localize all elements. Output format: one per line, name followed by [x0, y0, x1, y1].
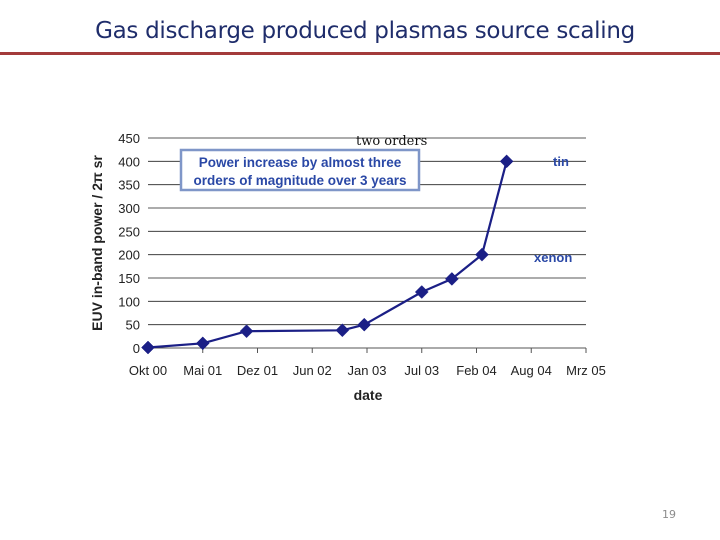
data-point-marker	[357, 317, 372, 332]
slide-title: Gas discharge produced plasmas source sc…	[95, 18, 635, 44]
data-point-marker	[499, 154, 514, 169]
y-axis-tick-labels: 0 50 100 150 200 250 300 350 400 450	[118, 131, 140, 356]
data-point-marker	[239, 324, 254, 339]
data-point-marker	[195, 336, 210, 351]
data-point-marker	[335, 323, 350, 338]
data-point-marker	[445, 272, 459, 286]
x-tick-label: Mai 01	[183, 363, 222, 378]
two-orders-note: two orders	[356, 134, 427, 149]
x-tick-label: Okt 00	[129, 363, 167, 378]
y-tick-label: 250	[118, 224, 140, 239]
callout-line-2: orders of magnitude over 3 years	[193, 173, 406, 188]
x-tick-label: Aug 04	[511, 363, 552, 378]
x-axis-tick-marks	[147, 348, 587, 353]
title-divider	[0, 52, 720, 55]
y-tick-label: 350	[118, 178, 140, 193]
x-tick-label: Jan 03	[347, 363, 386, 378]
y-tick-label: 100	[118, 294, 140, 309]
y-tick-label: 300	[118, 201, 140, 216]
x-tick-label: Dez 01	[237, 363, 278, 378]
x-axis-title: date	[354, 387, 383, 403]
y-axis-title: EUV in-band power / 2π sr	[89, 155, 105, 331]
data-point-marker	[141, 340, 155, 355]
x-tick-label: Feb 04	[456, 363, 496, 378]
y-tick-label: 50	[126, 318, 140, 333]
data-point-marker	[414, 285, 429, 299]
x-tick-label: Jun 02	[293, 363, 332, 378]
callout-box	[179, 148, 421, 192]
x-tick-label: Jul 03	[404, 363, 439, 378]
callout-line-1: Power increase by almost three	[199, 155, 402, 170]
y-tick-label: 450	[118, 131, 140, 146]
y-tick-label: 150	[118, 271, 140, 286]
page-number: 19	[662, 508, 676, 521]
x-tick-label: Mrz 05	[566, 363, 606, 378]
series-markers	[141, 154, 514, 355]
data-point-marker	[475, 247, 489, 262]
y-tick-label: 400	[118, 154, 140, 169]
y-tick-label: 0	[133, 341, 140, 356]
x-axis-tick-labels: Okt 00 Mai 01 Dez 01 Jun 02 Jan 03 Jul 03 Feb …	[129, 363, 606, 378]
y-tick-label: 200	[118, 248, 140, 263]
tin-label: tin	[553, 154, 569, 169]
xenon-label: xenon	[534, 250, 572, 265]
